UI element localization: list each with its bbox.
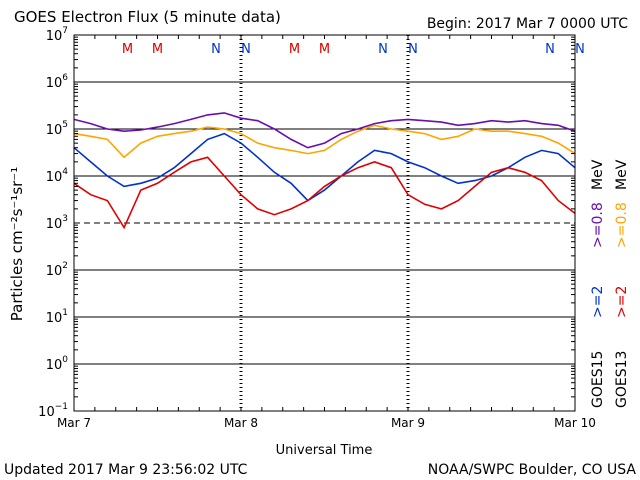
marker-m: M: [289, 42, 300, 57]
chart-title: GOES Electron Flux (5 minute data): [14, 8, 281, 26]
series-goes13_ge08: [73, 124, 576, 159]
legend-entry: MeV: [590, 159, 606, 190]
marker-m: M: [152, 42, 163, 57]
begin-date: Begin: 2017 Mar 7 0000 UTC: [427, 16, 628, 32]
marker-n: N: [575, 42, 585, 57]
marker-n: N: [378, 42, 388, 57]
marker-n: N: [408, 42, 418, 57]
legend-entry: >=0.8: [590, 202, 606, 248]
y-tick-label: 105: [46, 120, 68, 138]
credit-text: NOAA/SWPC Boulder, CO USA: [428, 462, 637, 478]
legend: GOES15 >=2 >=0.8 MeV GOES13 >=2 >=0.8 MeV: [590, 159, 630, 408]
series-goes15_ge2: [73, 132, 576, 202]
y-tick-label: 101: [46, 308, 68, 326]
marker-n: N: [211, 42, 221, 57]
updated-timestamp: Updated 2017 Mar 9 23:56:02 UTC: [4, 462, 248, 478]
y-tick-label: 106: [46, 73, 69, 91]
series-goes15_ge08: [73, 112, 576, 149]
x-axis-label: Universal Time: [276, 443, 373, 458]
marker-m: M: [319, 42, 330, 57]
grid-layer: [74, 35, 575, 411]
marker-n: N: [545, 42, 555, 57]
x-tick-label: Mar 9: [391, 416, 425, 430]
marker-n: N: [241, 42, 251, 57]
y-tick-label: 100: [46, 355, 69, 373]
x-tick-label: Mar 7: [57, 416, 91, 430]
marker-m: M: [122, 42, 133, 57]
x-axis-ticks: Mar 7 Mar 8 Mar 9 Mar 10: [57, 35, 596, 430]
y-tick-label: 104: [46, 167, 69, 185]
y-axis-label: Particles cm⁻²s⁻¹sr⁻¹: [8, 167, 26, 321]
series-layer: [73, 112, 576, 230]
legend-entry: >=2: [590, 286, 606, 318]
y-tick-label: 107: [46, 26, 68, 44]
x-tick-label: Mar 8: [224, 416, 258, 430]
y-tick-label: 102: [46, 261, 68, 279]
legend-entry: MeV: [614, 159, 630, 190]
x-tick-label: Mar 10: [554, 416, 596, 430]
legend-entry: GOES13: [614, 351, 630, 408]
y-tick-label: 103: [46, 214, 68, 232]
legend-entry: >=2: [614, 286, 630, 318]
legend-entry: >=0.8: [614, 202, 630, 248]
legend-entry: GOES15: [590, 351, 606, 408]
series-goes13_ge2: [73, 156, 576, 230]
